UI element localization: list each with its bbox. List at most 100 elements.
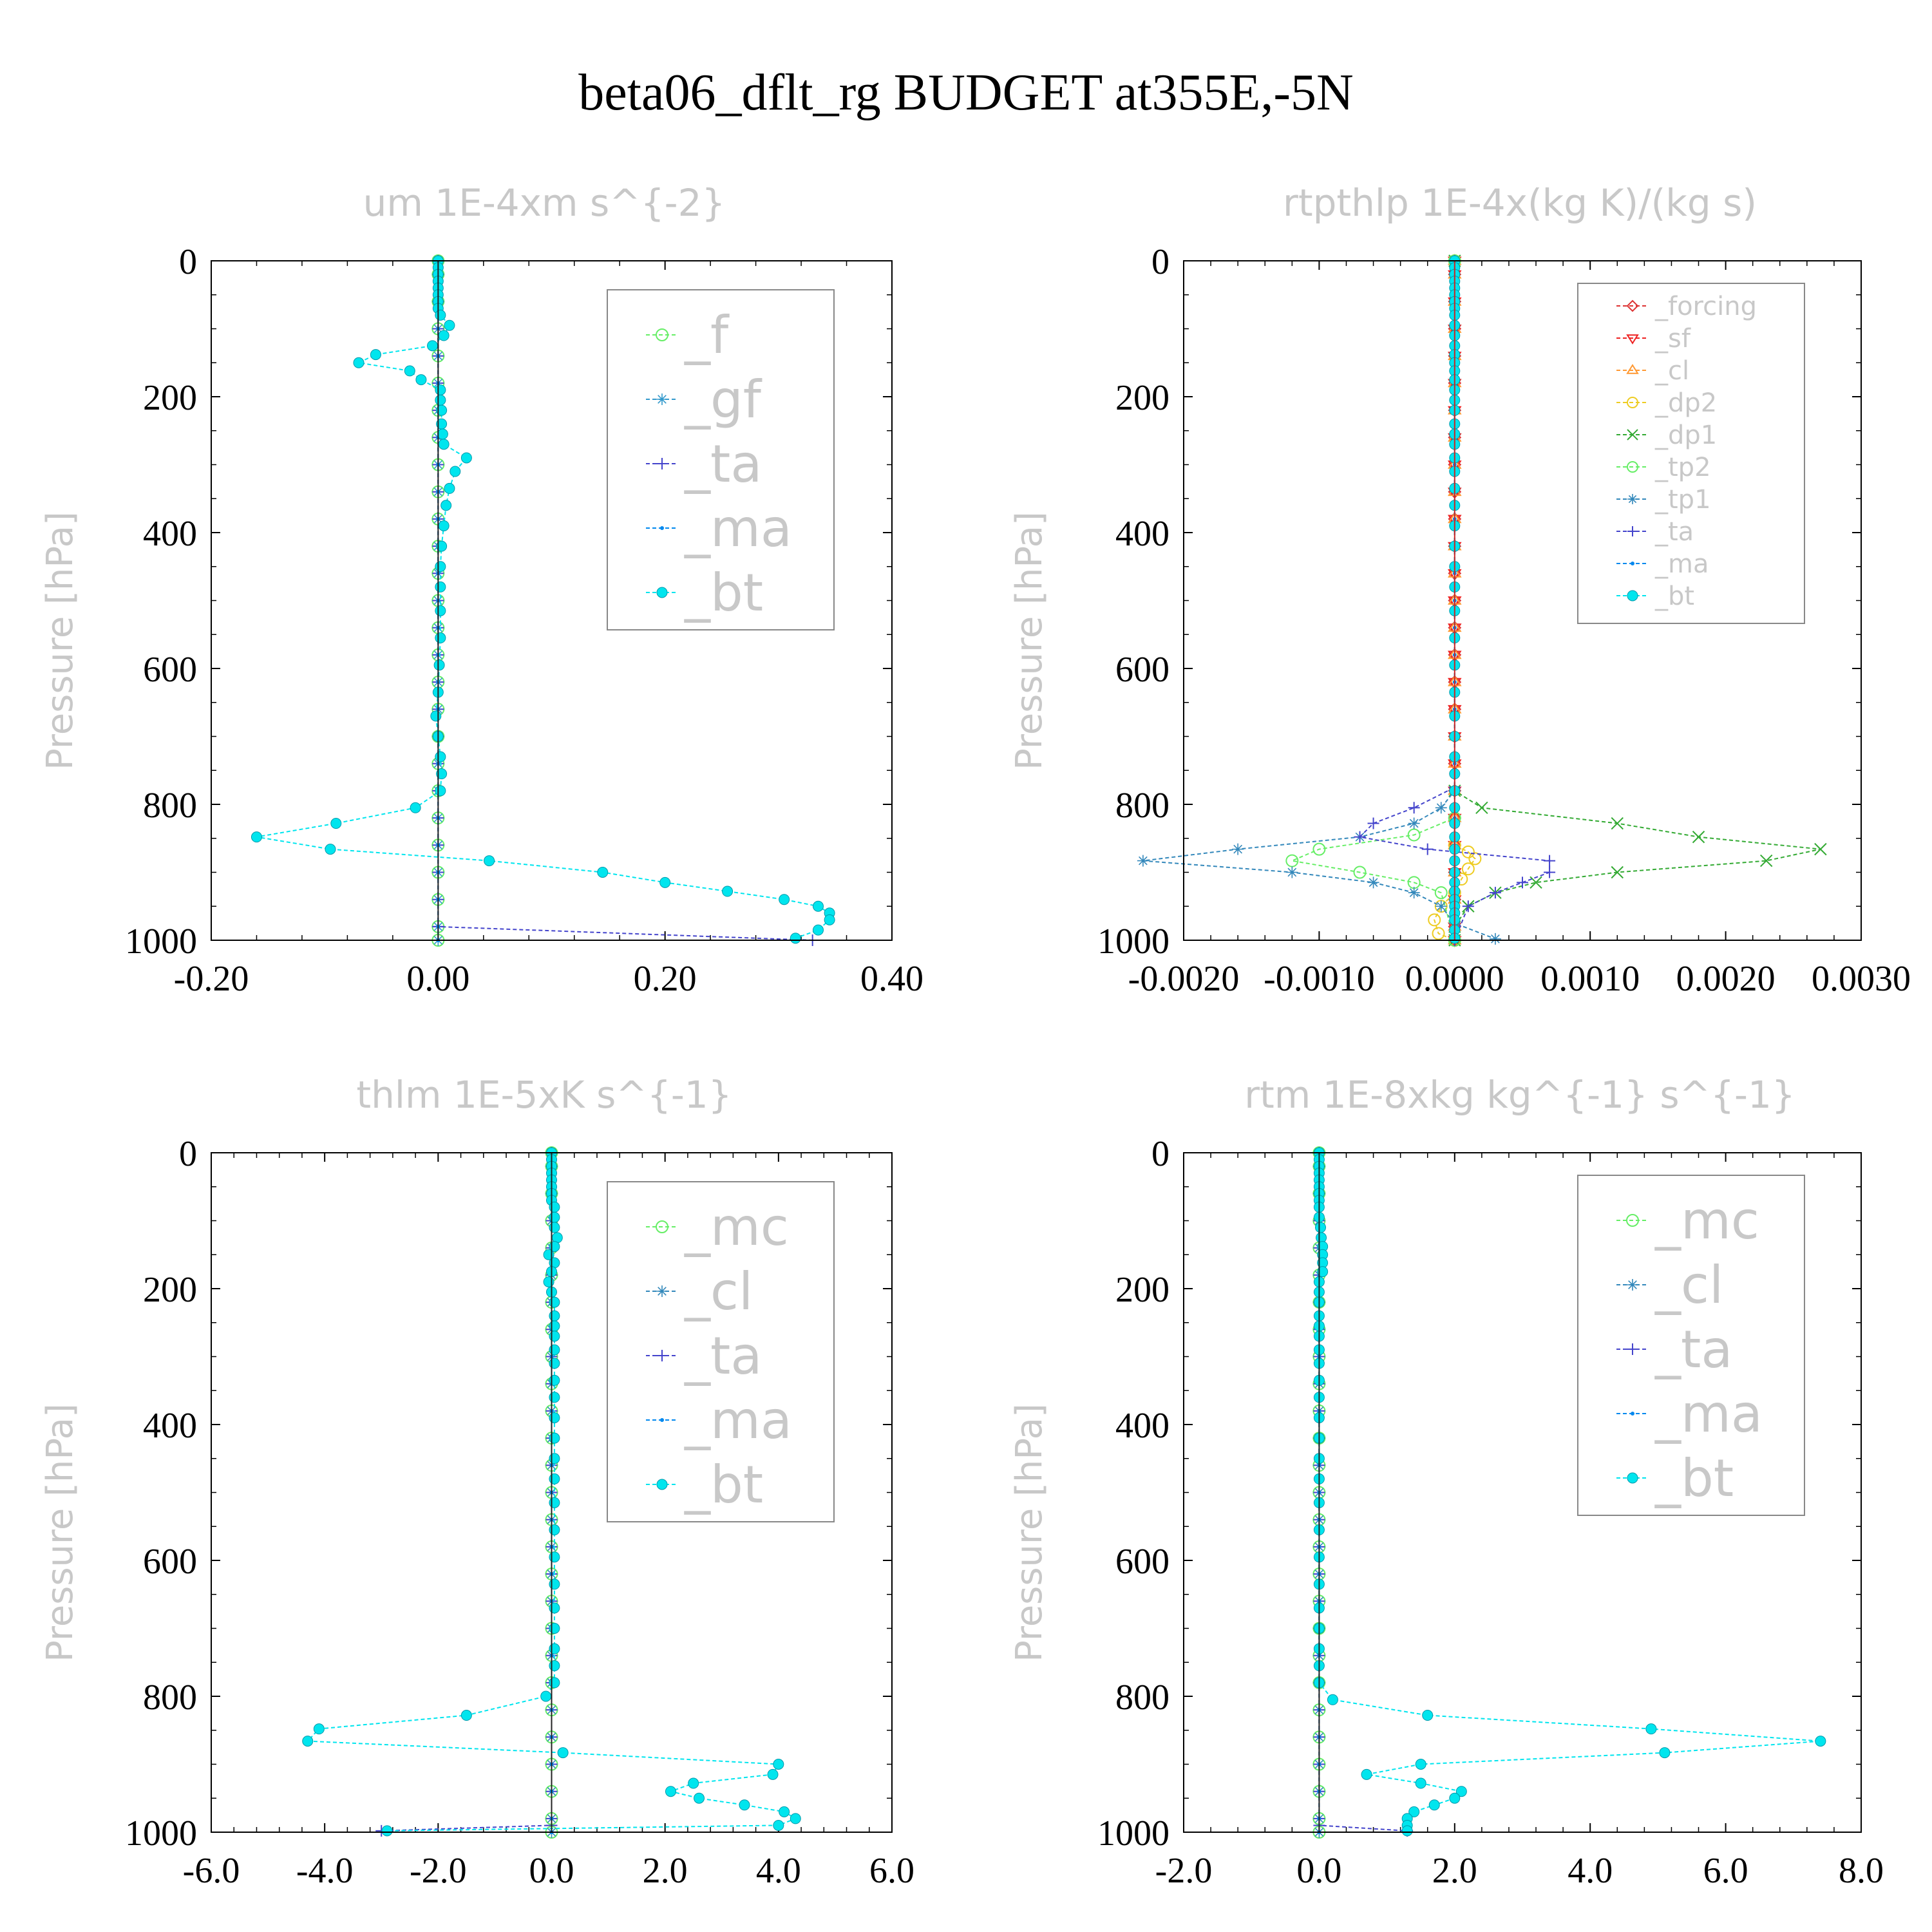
data-point (549, 1310, 560, 1321)
y-tick-label: 800 (143, 1678, 197, 1718)
data-point (656, 587, 668, 598)
legend-label: _mc (1654, 1191, 1759, 1251)
y-axis-label: Pressure [hPa] (1009, 1403, 1050, 1662)
data-point (790, 933, 801, 944)
y-tick-label: 1000 (125, 1814, 197, 1853)
legend-item: _bt (1616, 1448, 1734, 1508)
legend: _mc_cl_ta_ma_bt (607, 1181, 835, 1522)
legend: _mc_cl_ta_ma_bt (1577, 1175, 1805, 1516)
panel-rtpthlp: rtpthlp 1E-4x(kg K)/(kg s) Pressure [hPa… (1009, 181, 1911, 999)
legend-label: _cl (1654, 1255, 1723, 1315)
series-line (1434, 261, 1476, 941)
data-point (1611, 817, 1624, 830)
legend-label: _tp2 (1654, 453, 1711, 482)
x-tick-label: 2.0 (643, 1851, 688, 1891)
legend-item: _ma (1616, 549, 1709, 579)
legend-label: _cl (1654, 356, 1689, 386)
legend-item: _tp1 (1616, 485, 1711, 515)
legend-label: _ta (1654, 1320, 1732, 1379)
data-point (694, 1792, 705, 1804)
data-point (656, 1220, 668, 1233)
data-point (1428, 913, 1441, 927)
legend-label: _bt (1654, 582, 1694, 611)
y-tick-label: 200 (1115, 378, 1170, 418)
data-point (549, 1344, 560, 1356)
data-point (1631, 1412, 1634, 1416)
data-point (656, 1285, 668, 1297)
data-point (549, 1222, 560, 1233)
data-point (779, 1806, 790, 1817)
legend-item: _ma (646, 1390, 792, 1450)
data-point (1627, 397, 1638, 408)
x-tick-label: -6.0 (183, 1851, 240, 1891)
data-point (1627, 590, 1638, 601)
y-tick-label: 600 (1115, 650, 1170, 690)
data-point (415, 374, 427, 386)
data-point (330, 818, 342, 829)
data-point (353, 357, 365, 368)
data-point (1627, 1279, 1638, 1291)
data-point (1428, 1799, 1440, 1811)
legend-box (607, 289, 835, 630)
data-point (1286, 866, 1298, 878)
axis-ticks: -6.0 -4.0 -2.0 0.0 2.0 4.0 6.0 0 200 400 600 800 100… (125, 1134, 914, 1891)
data-point (1435, 900, 1447, 913)
data-point (549, 1331, 560, 1342)
y-axis-label: Pressure [hPa] (39, 1403, 81, 1662)
data-point (1361, 1768, 1372, 1780)
x-tick-label: -0.20 (174, 959, 249, 999)
data-point (1455, 1786, 1467, 1797)
data-point (656, 1350, 668, 1361)
y-tick-label: 400 (1115, 1406, 1170, 1446)
data-point (1645, 1723, 1657, 1735)
data-point (410, 802, 421, 813)
axis-ticks: -0.20 0.00 0.20 0.40 0 200 400 600 800 1000 (125, 242, 923, 999)
panel-thlm: thlm 1E-5xK s^{-1} Pressure [hPa] -6.0 -4… (39, 1073, 914, 1891)
data-point (1626, 299, 1639, 312)
x-tick-label: 2.0 (1432, 1851, 1477, 1891)
data-point (435, 561, 446, 573)
y-tick-label: 800 (1115, 786, 1170, 826)
legend-item: _ma (646, 498, 792, 558)
legend-item: _tp2 (1616, 453, 1711, 482)
series-line (1318, 1153, 1408, 1832)
data-point (1627, 1343, 1638, 1355)
data-point (1353, 866, 1367, 879)
data-point (436, 540, 448, 552)
data-point (549, 1473, 560, 1484)
data-point (438, 520, 450, 531)
data-point (549, 1551, 560, 1563)
legend: _forcing _sf_cl_dp2 _dp1 _tp2 _tp1_ta_ma _bt (1577, 283, 1805, 624)
legend-item: _f (646, 305, 730, 365)
panel-um: um 1E-4xm s^{-2} Pressure [hPa] -0.20 0.0… (39, 181, 923, 999)
data-point (549, 1578, 560, 1590)
data-point (665, 1786, 676, 1797)
legend-item: _gf (646, 370, 762, 430)
y-axis-label: Pressure [hPa] (1009, 511, 1050, 770)
x-tick-label: -2.0 (410, 1851, 467, 1891)
data-point (1285, 854, 1299, 867)
data-point (779, 894, 790, 905)
legend-label: _dp2 (1654, 388, 1717, 418)
data-point (444, 319, 455, 331)
data-point (1627, 461, 1638, 473)
y-tick-label: 200 (1115, 1270, 1170, 1310)
data-point (435, 309, 446, 321)
legend-label: _ma (684, 498, 792, 558)
data-point (1468, 852, 1482, 866)
series-line (1142, 261, 1496, 940)
legend-label: _forcing (1654, 292, 1757, 321)
legend-label: _ta (684, 434, 762, 494)
legend-label: _cl (684, 1262, 753, 1321)
x-tick-label: 6.0 (1703, 1851, 1748, 1891)
data-point (549, 1677, 560, 1689)
y-tick-label: 1000 (125, 922, 197, 961)
data-point (1631, 562, 1634, 565)
data-point (549, 1623, 560, 1634)
series-line (381, 1153, 553, 1832)
series-bt (302, 1147, 801, 1837)
data-point (549, 1320, 560, 1332)
legend-item: _bt (1616, 582, 1694, 611)
y-tick-label: 400 (143, 514, 197, 554)
